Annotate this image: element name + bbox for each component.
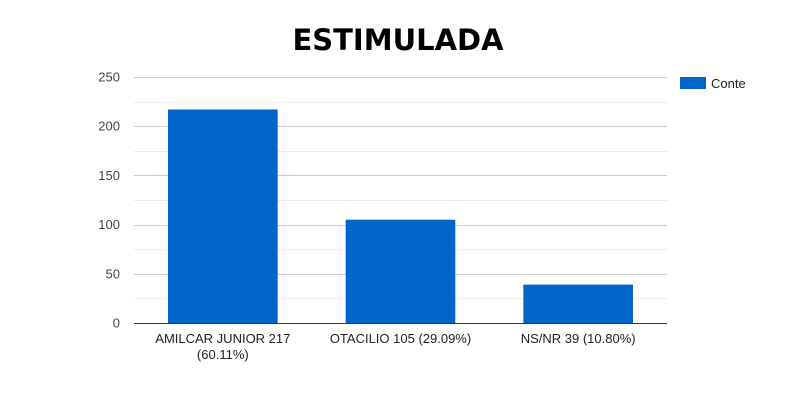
- x-category-label: OTACILIO 105 (29.09%): [330, 331, 471, 346]
- bars: [168, 109, 633, 323]
- y-tick-label: 100: [98, 217, 120, 232]
- y-axis: 0 50 100 150 200 250: [98, 70, 667, 331]
- legend-swatch: [680, 77, 706, 89]
- y-tick-label: 250: [98, 70, 120, 85]
- bar: [168, 109, 278, 323]
- y-tick-label: 150: [98, 168, 120, 183]
- x-axis-labels: AMILCAR JUNIOR 217(60.11%) OTACILIO 105 (…: [155, 331, 635, 362]
- legend-label: Conte: [711, 76, 746, 91]
- chart-title: ESTIMULADA: [292, 23, 504, 57]
- x-category-label: AMILCAR JUNIOR 217: [155, 331, 290, 346]
- bar: [523, 284, 633, 323]
- bar: [345, 219, 456, 323]
- x-category-label: (60.11%): [197, 347, 249, 362]
- legend: Conte: [680, 76, 746, 91]
- y-tick-label: 50: [106, 266, 120, 281]
- x-category-label: NS/NR 39 (10.80%): [521, 331, 636, 346]
- y-tick-label: 0: [113, 316, 120, 331]
- y-tick-label: 200: [98, 119, 120, 134]
